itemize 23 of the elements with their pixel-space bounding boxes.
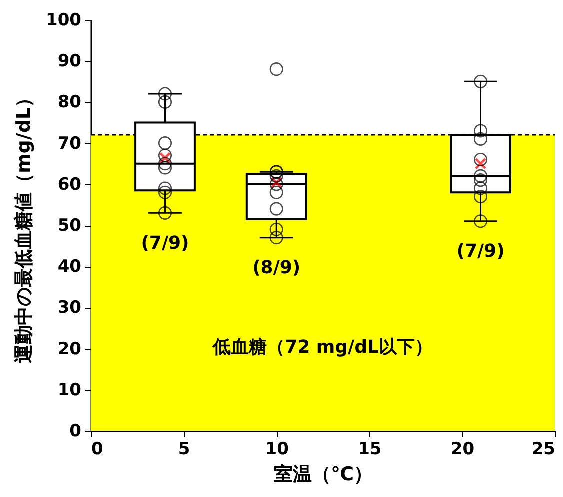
y-tick-label: 20 [58,339,82,360]
y-tick-label: 50 [58,216,82,236]
y-tick-label: 100 [46,10,82,30]
y-tick-label: 90 [58,52,82,72]
x-tick-label: 15 [358,440,382,460]
x-tick-label: 5 [178,440,190,460]
band-label: 低血糖（72 mg/dL以下） [212,337,433,358]
x-tick-label: 0 [92,440,104,460]
annotation: (7/9) [456,241,505,262]
y-tick-label: 40 [58,257,82,278]
y-tick-label: 70 [58,134,82,154]
x-tick-label: 20 [450,440,475,460]
y-tick-label: 80 [58,92,82,113]
annotation: (7/9) [141,232,190,254]
x-axis-title: 室温（℃） [274,464,374,486]
y-axis-title: 運動中の最低血糖値（mg/dL） [13,88,36,365]
y-tick-label: 0 [70,422,82,442]
x-tick-label: 10 [265,440,290,460]
y-tick-label: 10 [58,380,82,400]
y-tick-label: 30 [58,298,82,318]
y-tick-label: 60 [58,174,82,195]
annotation: (8/9) [252,258,301,279]
x-tick-label: 25 [532,440,556,460]
